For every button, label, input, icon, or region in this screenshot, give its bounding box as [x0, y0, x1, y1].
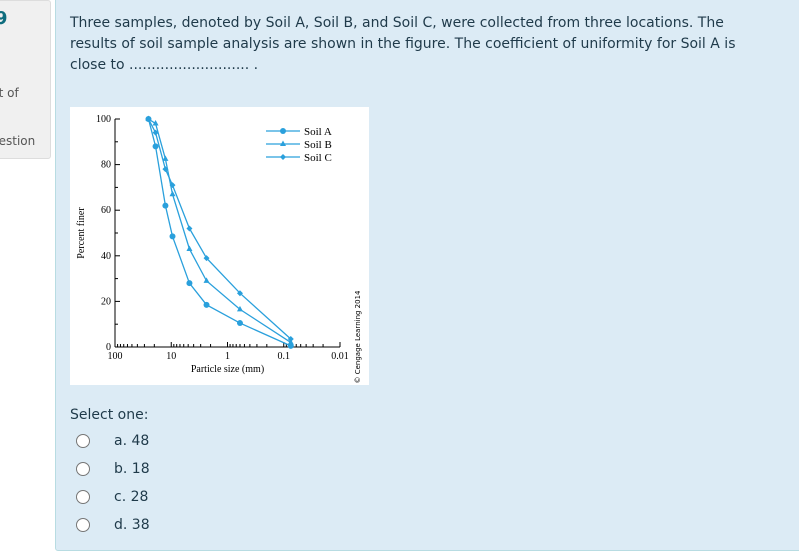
question-content: Three samples, denoted by Soil A, Soil B…: [55, 0, 799, 551]
y-tick-label: 0: [106, 342, 111, 353]
select-one-label: Select one:: [70, 407, 149, 423]
data-point: [169, 182, 176, 189]
option-c[interactable]: c. 28: [76, 489, 148, 505]
option-label: c. 28: [114, 489, 149, 505]
data-point: [162, 202, 169, 209]
marked-out-of: ut of: [0, 86, 19, 100]
option-label: b. 18: [114, 461, 150, 477]
data-point: [186, 225, 193, 232]
radio-button[interactable]: [76, 434, 90, 448]
data-point: [236, 305, 243, 312]
grain-size-chart: 0 20 40 60 80 100 100 10 1 0.1 0.01 Particle size (…: [70, 107, 369, 385]
radio-button[interactable]: [76, 518, 90, 532]
option-d[interactable]: d. 38: [76, 517, 150, 533]
data-point: [169, 190, 176, 197]
option-b[interactable]: b. 18: [76, 461, 150, 477]
chart-svg: 0 20 40 60 80 100 100 10 1 0.1 0.01 Particle size (…: [76, 114, 362, 384]
radio-button[interactable]: [76, 490, 90, 504]
x-tick-label: 10: [166, 351, 176, 362]
data-point: [152, 120, 159, 126]
option-label: d. 38: [114, 517, 150, 533]
x-tick-label: 100: [108, 351, 123, 362]
data-point: [152, 129, 159, 136]
x-axis-label: Particle size (mm): [191, 364, 264, 375]
y-tick-label: 40: [101, 251, 111, 262]
x-tick-label: 1: [225, 351, 230, 362]
option-label: a. 48: [114, 433, 150, 449]
series-line-soil-a: [147, 118, 292, 347]
credit: © Cengage Learning 2014: [354, 290, 362, 384]
y-tick-label: 60: [101, 205, 111, 216]
y-tick-label: 100: [96, 114, 111, 125]
option-a[interactable]: a. 48: [76, 433, 149, 449]
data-point: [145, 116, 152, 122]
series-line-soil-c: [147, 118, 292, 340]
data-point: [169, 233, 176, 240]
legend-label: Soil C: [304, 152, 332, 164]
question-number: 9: [0, 8, 8, 29]
data-point: [162, 166, 169, 173]
question-info: 9 ut of uestion: [0, 0, 51, 159]
radio-button[interactable]: [76, 462, 90, 476]
legend-label: Soil A: [304, 126, 332, 138]
data-point: [236, 320, 243, 327]
legend-marker: [280, 154, 286, 160]
data-point: [287, 336, 294, 343]
data-point: [186, 280, 193, 287]
x-tick-label: 0.1: [278, 351, 291, 362]
legend-marker: [280, 128, 286, 134]
series-line-soil-b: [148, 118, 292, 343]
data-point: [186, 245, 193, 251]
data-point: [152, 143, 159, 150]
data-point: [203, 255, 210, 262]
y-tick-label: 20: [101, 296, 111, 307]
flag-question-link[interactable]: uestion: [0, 134, 36, 148]
data-point: [203, 277, 210, 283]
x-tick-label: 0.01: [331, 351, 349, 362]
legend-marker: [280, 140, 286, 146]
data-point: [203, 301, 210, 308]
question-text: Three samples, denoted by Soil A, Soil B…: [70, 15, 736, 73]
data-point: [162, 155, 169, 161]
y-axis-label: Percent finer: [76, 207, 87, 259]
data-point: [236, 290, 243, 297]
legend-label: Soil B: [304, 139, 332, 151]
y-tick-label: 80: [101, 160, 111, 171]
